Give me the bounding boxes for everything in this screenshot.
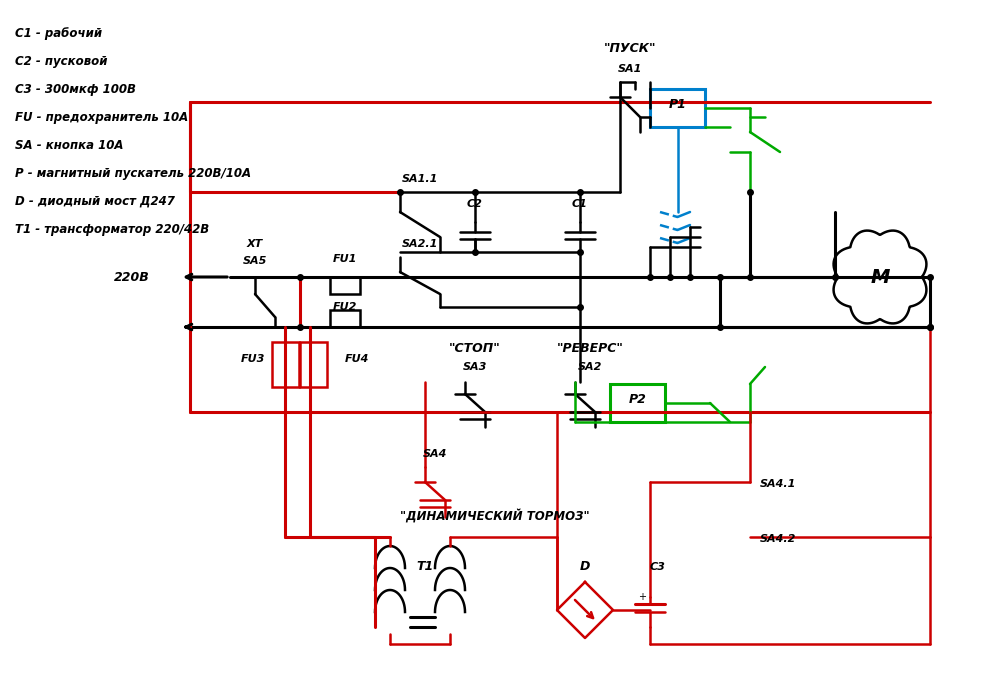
Text: D: D [580,560,590,573]
Text: SA4.2: SA4.2 [760,534,796,544]
Text: "ДИНАМИЧЕСКИЙ ТОРМОЗ": "ДИНАМИЧЕСКИЙ ТОРМОЗ" [400,509,590,523]
Text: 220В: 220В [114,271,150,284]
Text: C2: C2 [467,199,483,209]
Text: FU3: FU3 [241,354,265,364]
Text: SA5: SA5 [243,256,267,266]
Bar [330,310,360,327]
Text: SA - кнопка 10А: SA - кнопка 10А [15,139,124,152]
Text: "ПУСК": "ПУСК" [604,42,656,55]
Text: XT: XT [247,239,263,249]
Bar [300,342,327,387]
Text: FU4: FU4 [345,354,369,364]
Text: D - диодный мост Д247: D - диодный мост Д247 [15,195,175,208]
Text: P - магнитный пускатель 220В/10А: P - магнитный пускатель 220В/10А [15,167,251,180]
Text: "СТОП": "СТОП" [449,342,501,355]
Text: SA4.1: SA4.1 [760,479,796,489]
Bar [330,277,360,294]
Text: C1 - рабочий: C1 - рабочий [15,27,102,40]
Text: C2 - пусковой: C2 - пусковой [15,55,108,68]
Text: FU1: FU1 [333,254,357,264]
Text: T1: T1 [416,560,434,573]
Text: M: M [870,267,890,286]
Text: SA3: SA3 [463,362,487,372]
Text: C3: C3 [650,562,666,572]
Text: SA2: SA2 [578,362,602,372]
Text: FU2: FU2 [333,302,357,312]
Text: P1: P1 [669,98,686,111]
Bar [272,342,299,387]
Bar [650,89,705,127]
Text: FU - предохранитель 10А: FU - предохранитель 10А [15,111,188,124]
Text: "РЕВЕРС": "РЕВЕРС" [557,342,623,355]
Text: T1 - трансформатор 220/42В: T1 - трансформатор 220/42В [15,223,209,236]
Text: P2: P2 [629,393,646,406]
Text: SA1: SA1 [618,64,642,74]
Text: C3 - 300мкф 100В: C3 - 300мкф 100В [15,83,136,96]
Text: SA4: SA4 [423,449,447,459]
Text: SA2.1: SA2.1 [402,239,438,249]
Text: +: + [638,592,646,602]
Bar [610,384,665,422]
Text: C1: C1 [572,199,588,209]
Text: SA1.1: SA1.1 [402,174,438,184]
